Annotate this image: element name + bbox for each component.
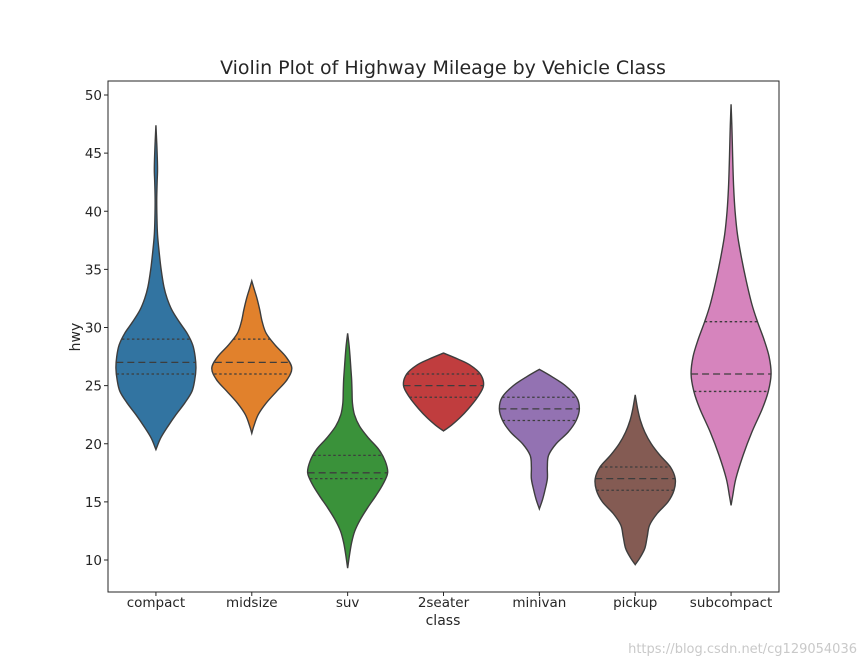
chart-title: Violin Plot of Highway Mileage by Vehicl… <box>220 57 666 79</box>
y-axis: 10 15 20 25 30 35 40 45 50 <box>85 88 108 569</box>
x-tick-label: midsize <box>226 595 278 611</box>
y-tick-label: 10 <box>85 553 102 569</box>
y-tick-label: 25 <box>85 379 102 395</box>
violin-suv <box>306 333 389 569</box>
violin-midsize <box>211 278 293 436</box>
y-tick-label: 20 <box>85 437 102 453</box>
violin-minivan <box>498 368 581 512</box>
violin-2seater <box>402 352 485 432</box>
x-tick-label: 2seater <box>418 595 470 611</box>
y-axis-label: hwy <box>68 323 84 352</box>
x-tick-label: minivan <box>512 595 566 611</box>
y-tick-label: 40 <box>85 204 102 220</box>
violin-pickup <box>594 394 677 566</box>
x-axis: compact midsize suv 2seater minivan pickup sub… <box>127 592 773 611</box>
x-tick-label: suv <box>336 595 360 611</box>
y-tick-label: 30 <box>85 321 102 337</box>
y-tick-label: 35 <box>85 262 102 278</box>
y-tick-label: 50 <box>85 88 102 104</box>
watermark: https://blog.csdn.net/cg129054036 <box>628 642 857 657</box>
violin-subcompact <box>690 104 772 506</box>
y-tick-label: 15 <box>85 495 102 511</box>
x-tick-label: compact <box>127 595 185 611</box>
x-tick-label: subcompact <box>690 595 773 611</box>
x-tick-label: pickup <box>613 595 657 611</box>
plot-frame <box>107 80 780 593</box>
y-tick-label: 45 <box>85 146 102 162</box>
x-axis-label: class <box>426 613 461 629</box>
violin-compact <box>115 125 197 452</box>
violins-layer <box>115 104 772 569</box>
